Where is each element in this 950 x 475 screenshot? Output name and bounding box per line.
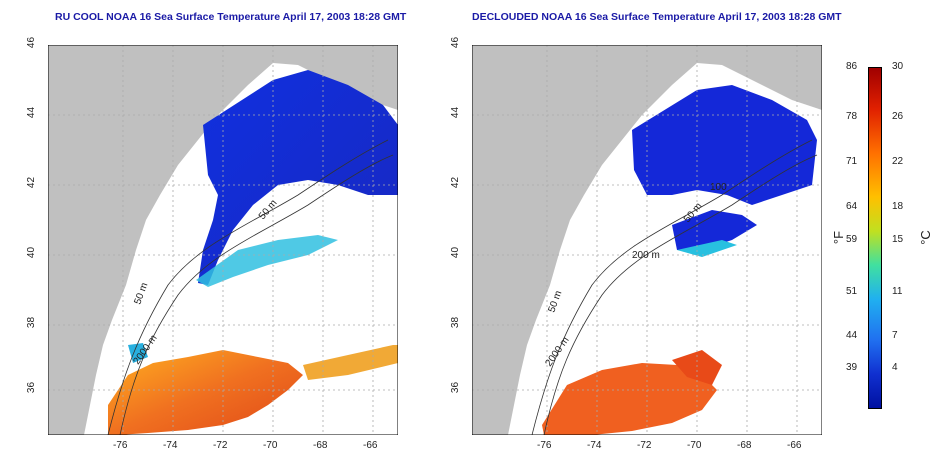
longitude-tick-label: -74 (163, 440, 178, 451)
celsius-tick-label: 15 (892, 234, 904, 245)
cold-water-region (198, 70, 398, 285)
fahrenheit-unit-label: °F (831, 230, 847, 245)
fahrenheit-tick-label: 44 (846, 330, 858, 341)
latitude-tick-label: 44 (26, 106, 38, 119)
longitude-tick-label: -70 (687, 440, 702, 451)
latitude-tick-label: 38 (26, 316, 38, 329)
cyan-edge (196, 235, 338, 287)
latitude-tick-label: 42 (26, 176, 38, 189)
fahrenheit-tick-label: 39 (846, 362, 858, 373)
longitude-tick-label: -76 (537, 440, 552, 451)
longitude-tick-label: -66 (787, 440, 802, 451)
colorbar (868, 67, 882, 409)
longitude-tick-label: -72 (213, 440, 228, 451)
fahrenheit-tick-label: 86 (846, 61, 858, 72)
right-sst-map: 50 m 2000 m 50 m 200 m 100 (472, 45, 822, 435)
contour-label: 200 m (632, 250, 660, 261)
longitude-tick-label: -74 (587, 440, 602, 451)
celsius-unit-label: °C (917, 230, 933, 245)
celsius-tick-label: 22 (892, 156, 904, 167)
fahrenheit-tick-label: 64 (846, 201, 858, 212)
fahrenheit-tick-label: 51 (846, 286, 858, 297)
contour-label: 100 (710, 182, 727, 193)
longitude-tick-label: -76 (113, 440, 128, 451)
celsius-tick-label: 30 (892, 61, 904, 72)
fahrenheit-tick-label: 71 (846, 156, 858, 167)
celsius-tick-label: 11 (892, 286, 903, 297)
latitude-tick-label: 36 (450, 381, 462, 394)
latitude-tick-label: 40 (450, 246, 462, 259)
latitude-tick-label: 40 (26, 246, 38, 259)
latitude-tick-label: 44 (450, 106, 462, 119)
latitude-tick-label: 46 (450, 36, 462, 49)
longitude-tick-label: -66 (363, 440, 378, 451)
latitude-tick-label: 42 (450, 176, 462, 189)
longitude-tick-label: -72 (637, 440, 652, 451)
land (48, 45, 398, 435)
celsius-tick-label: 7 (892, 330, 898, 341)
celsius-tick-label: 18 (892, 201, 904, 212)
land (472, 45, 822, 435)
fahrenheit-tick-label: 78 (846, 111, 858, 122)
left-panel-title: RU COOL NOAA 16 Sea Surface Temperature … (55, 11, 407, 23)
fahrenheit-tick-label: 59 (846, 234, 858, 245)
latitude-tick-label: 36 (26, 381, 38, 394)
warm-water-region (108, 350, 303, 435)
longitude-tick-label: -70 (263, 440, 278, 451)
celsius-tick-label: 4 (892, 362, 898, 373)
latitude-tick-label: 38 (450, 316, 462, 329)
left-sst-map: 50 m 2000 m 50 m (48, 45, 398, 435)
warm-water-region (542, 363, 717, 435)
longitude-tick-label: -68 (313, 440, 328, 451)
celsius-tick-label: 26 (892, 111, 904, 122)
right-panel-title: DECLOUDED NOAA 16 Sea Surface Temperatur… (472, 11, 842, 23)
longitude-tick-label: -68 (737, 440, 752, 451)
latitude-tick-label: 46 (26, 36, 38, 49)
